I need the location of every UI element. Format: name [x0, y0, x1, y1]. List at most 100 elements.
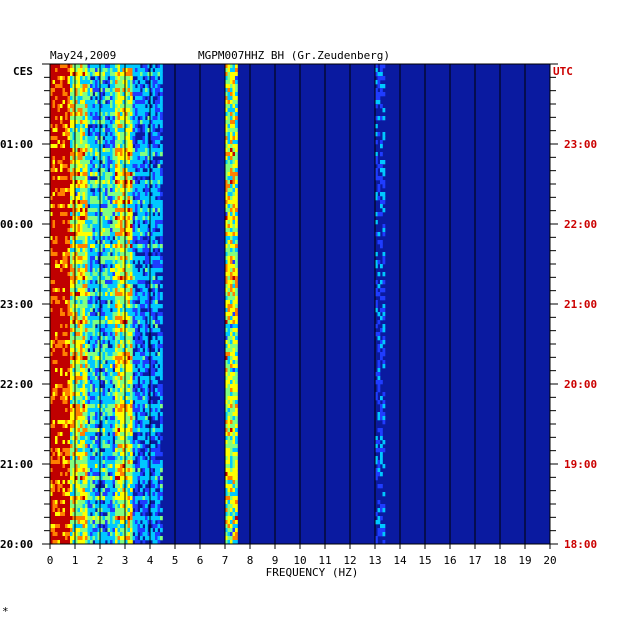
heatmap-cell — [127, 124, 131, 129]
heatmap-cell — [97, 464, 101, 469]
heatmap-cell — [157, 132, 161, 137]
heatmap-cell — [230, 200, 233, 205]
heatmap-cell — [62, 452, 66, 457]
heatmap-cell — [127, 68, 131, 73]
heatmap-cell — [130, 396, 133, 401]
heatmap-cell — [90, 396, 93, 401]
heatmap-cell — [105, 332, 108, 337]
heatmap-cell — [140, 444, 143, 449]
heatmap-cell — [77, 332, 81, 337]
heatmap-cell — [55, 104, 58, 109]
heatmap-cell — [95, 100, 98, 105]
heatmap-cell — [135, 444, 138, 449]
heatmap-cell — [67, 184, 71, 189]
heatmap-cell — [230, 344, 233, 349]
heatmap-cell — [382, 308, 386, 313]
heatmap-cell — [50, 172, 53, 177]
heatmap-cell — [97, 120, 101, 125]
heatmap-cell — [232, 328, 236, 333]
heatmap-cell — [140, 416, 143, 421]
heatmap-cell — [92, 332, 96, 337]
heatmap-cell — [110, 200, 113, 205]
heatmap-cell — [232, 332, 236, 337]
heatmap-cell — [232, 132, 236, 137]
heatmap-cell — [225, 240, 228, 245]
heatmap-cell — [112, 136, 116, 141]
heatmap-cell — [125, 272, 128, 277]
heatmap-cell — [132, 264, 136, 269]
heatmap-cell — [110, 284, 113, 289]
heatmap-cell — [70, 424, 73, 429]
heatmap-cell — [87, 260, 91, 265]
heatmap-cell — [122, 100, 126, 105]
heatmap-cell — [50, 244, 53, 249]
heatmap-cell — [62, 380, 66, 385]
heatmap-cell — [75, 204, 78, 209]
heatmap-cell — [232, 380, 236, 385]
heatmap-cell — [85, 416, 88, 421]
heatmap-cell — [60, 460, 63, 465]
heatmap-cell — [235, 76, 238, 81]
heatmap-cell — [227, 84, 231, 89]
heatmap-cell — [145, 92, 148, 97]
heatmap-cell — [55, 116, 58, 121]
heatmap-cell — [145, 224, 148, 229]
heatmap-cell — [52, 332, 56, 337]
heatmap-cell — [57, 336, 61, 341]
heatmap-cell — [227, 196, 231, 201]
heatmap-cell — [227, 408, 231, 413]
heatmap-cell — [132, 200, 136, 205]
heatmap-cell — [110, 276, 113, 281]
heatmap-cell — [65, 340, 68, 345]
heatmap-cell — [145, 248, 148, 253]
heatmap-cell — [132, 152, 136, 157]
heatmap-cell — [52, 456, 56, 461]
heatmap-cell — [140, 168, 143, 173]
heatmap-cell — [150, 356, 153, 361]
heatmap-cell — [77, 120, 81, 125]
heatmap-cell — [72, 164, 76, 169]
heatmap-cell — [127, 296, 131, 301]
heatmap-cell — [80, 300, 83, 305]
heatmap-cell — [157, 320, 161, 325]
heatmap-cell — [80, 364, 83, 369]
heatmap-cell — [70, 288, 73, 293]
heatmap-cell — [107, 268, 111, 273]
heatmap-cell — [380, 328, 383, 333]
heatmap-cell — [225, 156, 228, 161]
heatmap-cell — [60, 72, 63, 77]
heatmap-cell — [232, 308, 236, 313]
heatmap-cell — [95, 292, 98, 297]
heatmap-cell — [377, 368, 381, 373]
heatmap-cell — [225, 380, 228, 385]
heatmap-cell — [127, 204, 131, 209]
heatmap-cell — [107, 364, 111, 369]
heatmap-cell — [57, 108, 61, 113]
heatmap-cell — [145, 136, 148, 141]
heatmap-cell — [235, 140, 238, 145]
heatmap-cell — [140, 76, 143, 81]
heatmap-cell — [232, 420, 236, 425]
heatmap-cell — [70, 164, 73, 169]
heatmap-cell — [112, 244, 116, 249]
heatmap-cell — [82, 324, 86, 329]
heatmap-cell — [227, 368, 231, 373]
heatmap-cell — [80, 88, 83, 93]
heatmap-cell — [115, 328, 118, 333]
heatmap-cell — [70, 340, 73, 345]
heatmap-cell — [135, 404, 138, 409]
heatmap-cell — [55, 208, 58, 213]
heatmap-cell — [105, 336, 108, 341]
heatmap-cell — [77, 128, 81, 133]
heatmap-cell — [380, 68, 383, 73]
heatmap-cell — [155, 120, 158, 125]
heatmap-cell — [380, 356, 383, 361]
heatmap-cell — [125, 84, 128, 89]
heatmap-cell — [110, 104, 113, 109]
heatmap-cell — [62, 116, 66, 121]
heatmap-cell — [67, 300, 71, 305]
heatmap-cell — [142, 404, 146, 409]
heatmap-cell — [112, 68, 116, 73]
heatmap-cell — [117, 240, 121, 245]
heatmap-cell — [125, 128, 128, 133]
